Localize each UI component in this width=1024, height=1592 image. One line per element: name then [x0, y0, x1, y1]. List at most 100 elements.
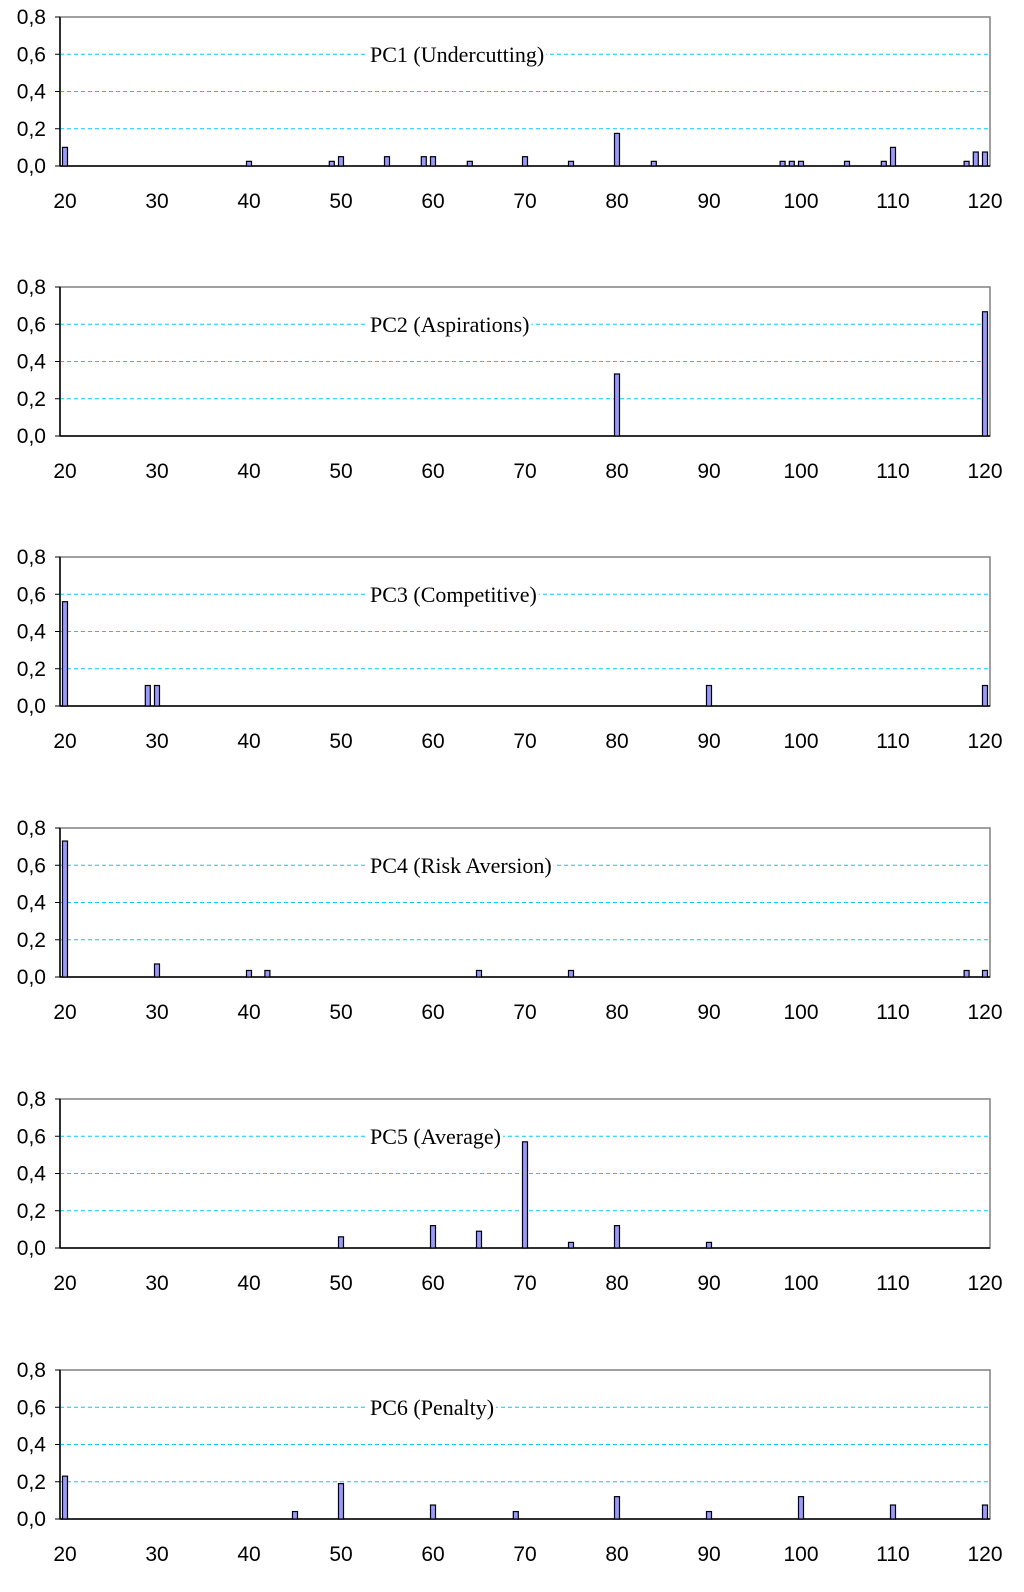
- bar: [521, 156, 529, 167]
- bar: [521, 1141, 529, 1249]
- y-tick-label: 0,0: [17, 695, 46, 718]
- bar: [337, 1236, 345, 1249]
- x-tick-label: 100: [783, 1001, 818, 1024]
- bar: [420, 156, 427, 167]
- x-tick-label: 30: [145, 190, 168, 213]
- bar: [567, 160, 575, 167]
- x-tick-label: 40: [237, 190, 260, 213]
- bar: [337, 156, 345, 167]
- y-tick-label: 0,4: [17, 1434, 47, 1457]
- y-tick-label: 0,0: [17, 155, 46, 178]
- bar: [61, 1475, 69, 1520]
- x-tick-label: 30: [145, 730, 168, 753]
- x-tick-label: 70: [513, 460, 536, 483]
- bar: [61, 146, 69, 167]
- x-tick-label: 20: [53, 1001, 76, 1024]
- bar: [245, 160, 253, 167]
- x-tick-label: 70: [513, 1272, 536, 1295]
- x-tick-label: 30: [145, 1272, 168, 1295]
- chart-title-background: [368, 42, 547, 67]
- chart-title: PC4 (Risk Aversion): [370, 853, 552, 878]
- y-tick-label: 0,8: [17, 1359, 46, 1382]
- x-tick-label: 50: [329, 1272, 352, 1295]
- bar: [963, 969, 970, 978]
- x-tick-label: 80: [605, 1001, 628, 1024]
- bar: [650, 160, 657, 167]
- y-tick-label: 0,6: [17, 1396, 46, 1419]
- bar: [61, 840, 69, 978]
- x-tick-label: 40: [237, 460, 260, 483]
- y-tick-label: 0,8: [17, 1088, 46, 1111]
- chart-title-background: [368, 312, 532, 337]
- x-tick-label: 70: [513, 1543, 536, 1566]
- bar: [613, 132, 621, 167]
- x-tick-label: 30: [145, 460, 168, 483]
- bar: [429, 1225, 437, 1249]
- x-tick-label: 120: [967, 1272, 1002, 1295]
- bar: [153, 963, 161, 978]
- bar: [383, 156, 391, 167]
- y-tick-label: 0,6: [17, 43, 46, 66]
- x-tick-label: 110: [876, 190, 909, 213]
- bar: [972, 151, 979, 167]
- x-tick-label: 70: [513, 190, 536, 213]
- x-tick-label: 60: [421, 1272, 444, 1295]
- x-tick-label: 110: [876, 730, 909, 753]
- x-tick-label: 100: [783, 1543, 818, 1566]
- y-tick-label: 0,0: [17, 1508, 46, 1531]
- x-tick-label: 90: [697, 1272, 720, 1295]
- x-tick-label: 60: [421, 190, 444, 213]
- y-tick-label: 0,0: [17, 966, 46, 989]
- x-tick-label: 60: [421, 460, 444, 483]
- bar: [475, 1230, 483, 1249]
- bar: [613, 373, 621, 437]
- y-tick-label: 0,8: [17, 6, 46, 29]
- bar: [889, 146, 897, 167]
- x-tick-label: 110: [876, 1543, 909, 1566]
- bar: [981, 684, 989, 707]
- x-tick-label: 40: [237, 730, 260, 753]
- x-tick-label: 70: [513, 1001, 536, 1024]
- bar: [963, 160, 970, 167]
- x-tick-label: 40: [237, 1543, 260, 1566]
- x-tick-label: 40: [237, 1272, 260, 1295]
- x-tick-label: 120: [967, 190, 1002, 213]
- chart-panel-6: 0,0 0,2 0,4 0,6 0,8 20 30 40 50 60 70 80 90 100 110 120…: [17, 1359, 1003, 1566]
- bar: [705, 1510, 713, 1520]
- x-tick-label: 60: [421, 1543, 444, 1566]
- bar: [705, 684, 713, 707]
- bar: [475, 969, 483, 978]
- y-tick-label: 0,4: [17, 1163, 47, 1186]
- y-tick-label: 0,2: [17, 388, 46, 411]
- y-tick-label: 0,6: [17, 313, 46, 336]
- x-tick-label: 110: [876, 460, 909, 483]
- y-tick-label: 0,2: [17, 929, 46, 952]
- x-tick-label: 120: [967, 1543, 1002, 1566]
- x-tick-label: 50: [329, 1001, 352, 1024]
- bar: [889, 1504, 897, 1520]
- bar: [264, 969, 271, 978]
- bar: [291, 1510, 299, 1520]
- x-tick-label: 80: [605, 1272, 628, 1295]
- bar: [245, 969, 253, 978]
- x-tick-label: 120: [967, 1001, 1002, 1024]
- chart-panel-1: 0,0 0,2 0,4 0,6 0,8 20 30 40 50 60 70 80 90 100 110 120…: [17, 6, 1003, 213]
- x-tick-label: 90: [697, 460, 720, 483]
- chart-title-background: [368, 1124, 503, 1149]
- chart-title-background: [368, 1395, 497, 1420]
- y-tick-label: 0,8: [17, 817, 46, 840]
- x-tick-label: 100: [783, 1272, 818, 1295]
- bar: [981, 151, 989, 167]
- bar: [613, 1496, 621, 1520]
- x-tick-label: 50: [329, 460, 352, 483]
- chart-panel-2: 0,0 0,2 0,4 0,6 0,8 20 30 40 50 60 70 80 90 100 110 120…: [17, 276, 1003, 483]
- bar: [328, 160, 335, 167]
- x-tick-label: 60: [421, 1001, 444, 1024]
- bar: [429, 156, 437, 167]
- x-tick-label: 20: [53, 460, 76, 483]
- bar: [567, 1241, 575, 1249]
- bar: [981, 311, 989, 437]
- bar: [144, 684, 151, 707]
- y-tick-label: 0,2: [17, 658, 46, 681]
